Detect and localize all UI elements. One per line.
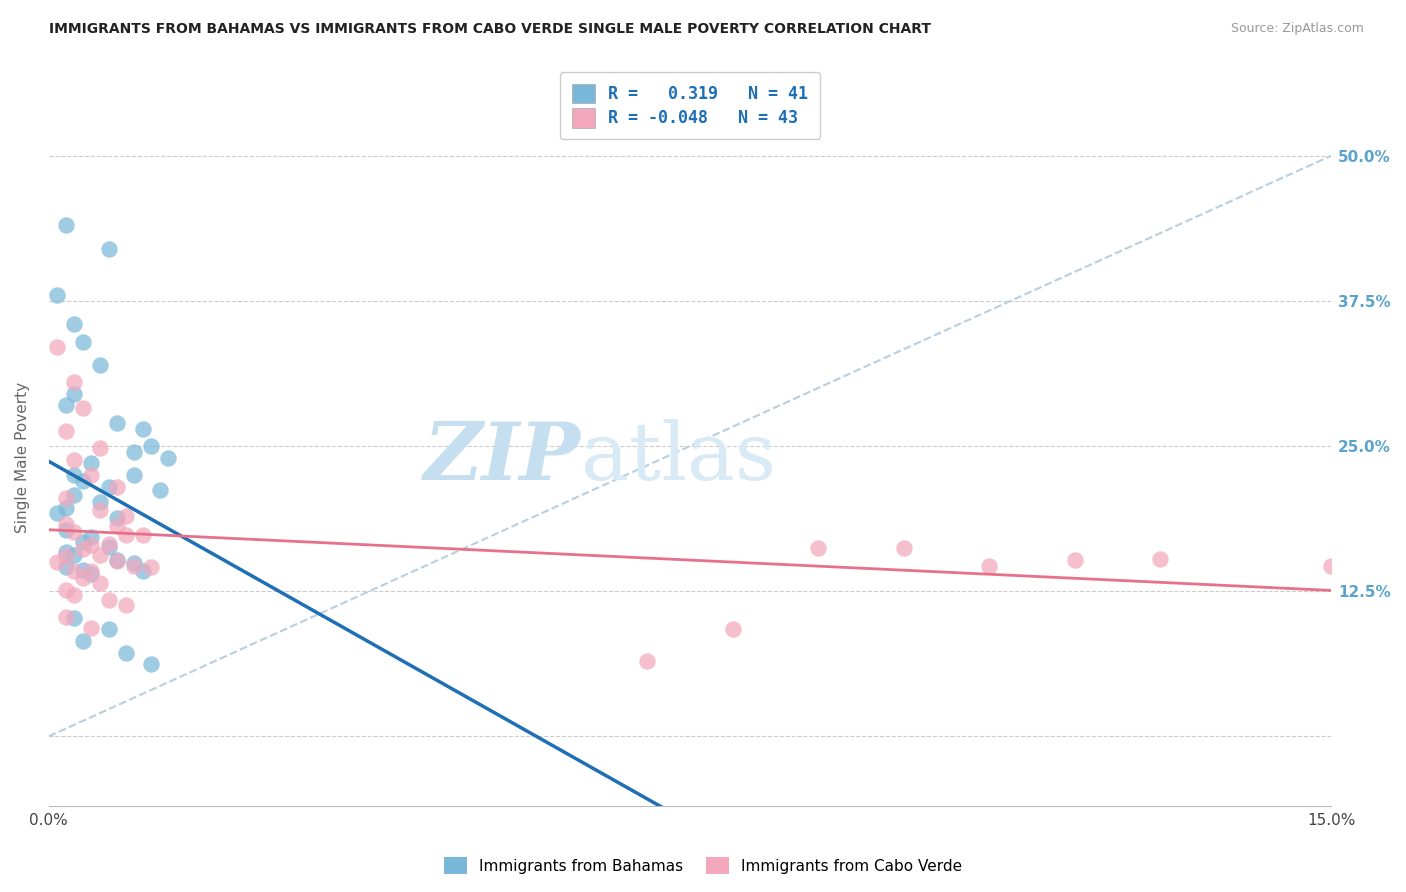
Point	[63, 548, 86, 562]
Point	[97, 480, 120, 494]
Point	[63, 375, 86, 389]
Point	[89, 495, 111, 509]
Text: IMMIGRANTS FROM BAHAMAS VS IMMIGRANTS FROM CABO VERDE SINGLE MALE POVERTY CORREL: IMMIGRANTS FROM BAHAMAS VS IMMIGRANTS FR…	[49, 22, 931, 37]
Point	[105, 511, 128, 525]
Point	[46, 340, 69, 354]
Point	[80, 457, 103, 471]
Point	[114, 508, 136, 523]
Point	[72, 401, 94, 415]
Point	[63, 565, 86, 579]
Point	[132, 422, 155, 436]
Point	[105, 416, 128, 430]
Point	[132, 528, 155, 542]
Y-axis label: Single Male Poverty: Single Male Poverty	[15, 382, 30, 533]
Point	[72, 535, 94, 549]
Point	[55, 582, 77, 597]
Point	[80, 538, 103, 552]
Point	[80, 565, 103, 579]
Point	[63, 588, 86, 602]
Point	[89, 576, 111, 591]
Point	[97, 242, 120, 256]
Point	[55, 491, 77, 506]
Point	[105, 480, 128, 494]
Point	[141, 657, 163, 672]
Point	[55, 559, 77, 574]
Point	[72, 571, 94, 585]
Point	[55, 219, 77, 233]
Point	[105, 553, 128, 567]
Point	[46, 555, 69, 569]
Point	[122, 557, 145, 571]
Point	[72, 634, 94, 648]
Point	[55, 500, 77, 515]
Point	[55, 398, 77, 412]
Point	[97, 623, 120, 637]
Point	[55, 549, 77, 564]
Point	[114, 528, 136, 542]
Point	[55, 609, 77, 624]
Point	[89, 503, 111, 517]
Legend: R =   0.319   N = 41, R = -0.048   N = 43: R = 0.319 N = 41, R = -0.048 N = 43	[560, 72, 820, 139]
Point	[141, 439, 163, 453]
Point	[89, 358, 111, 372]
Text: atlas: atlas	[581, 418, 776, 497]
Point	[893, 541, 915, 556]
Point	[1320, 558, 1343, 573]
Text: Source: ZipAtlas.com: Source: ZipAtlas.com	[1230, 22, 1364, 36]
Point	[807, 541, 830, 556]
Point	[55, 544, 77, 558]
Point	[63, 386, 86, 401]
Point	[721, 623, 744, 637]
Point	[97, 593, 120, 607]
Point	[1149, 551, 1171, 566]
Point	[80, 468, 103, 483]
Point	[63, 611, 86, 625]
Point	[72, 334, 94, 349]
Point	[122, 445, 145, 459]
Point	[72, 542, 94, 557]
Point	[80, 621, 103, 635]
Point	[46, 288, 69, 302]
Point	[63, 468, 86, 483]
Point	[141, 559, 163, 574]
Point	[1063, 553, 1085, 567]
Legend: Immigrants from Bahamas, Immigrants from Cabo Verde: Immigrants from Bahamas, Immigrants from…	[437, 851, 969, 880]
Point	[80, 530, 103, 544]
Point	[63, 524, 86, 539]
Point	[157, 450, 180, 465]
Point	[63, 488, 86, 502]
Point	[97, 536, 120, 550]
Point	[46, 507, 69, 521]
Point	[122, 468, 145, 483]
Point	[122, 558, 145, 573]
Point	[63, 317, 86, 331]
Point	[89, 548, 111, 562]
Point	[80, 566, 103, 581]
Point	[105, 519, 128, 533]
Point	[55, 516, 77, 531]
Point	[979, 558, 1001, 573]
Point	[114, 646, 136, 660]
Point	[114, 598, 136, 612]
Point	[97, 540, 120, 554]
Point	[72, 563, 94, 577]
Text: ZIP: ZIP	[425, 419, 581, 496]
Point	[105, 554, 128, 568]
Point	[72, 474, 94, 488]
Point	[55, 523, 77, 537]
Point	[89, 442, 111, 456]
Point	[55, 424, 77, 438]
Point	[636, 654, 658, 668]
Point	[149, 483, 172, 498]
Point	[63, 453, 86, 467]
Point	[132, 565, 155, 579]
